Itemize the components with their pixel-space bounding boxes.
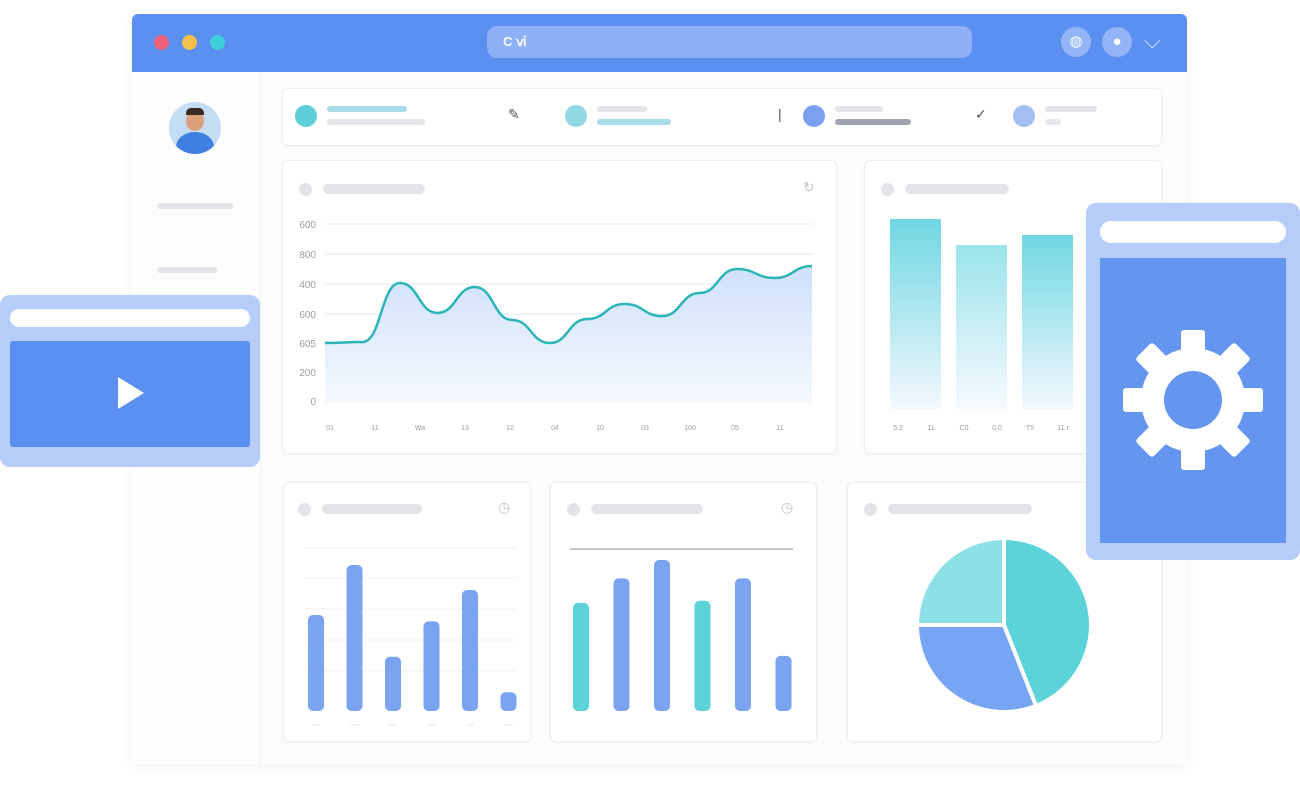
- sidebar-item[interactable]: [157, 203, 233, 209]
- card-title: [888, 504, 1032, 514]
- bar: [500, 692, 517, 711]
- bell-icon[interactable]: [803, 105, 825, 127]
- x-tick-label: 01: [326, 425, 334, 432]
- video-widget[interactable]: [0, 295, 260, 467]
- stat-label: [597, 106, 647, 112]
- gear-icon[interactable]: [1123, 330, 1263, 470]
- bar: [462, 590, 478, 711]
- y-tick-label: 600: [299, 310, 316, 321]
- gear-tooth: [1237, 388, 1263, 412]
- bar: [735, 578, 751, 711]
- address-bar[interactable]: C ⅵ: [487, 26, 972, 58]
- y-tick-label: 600: [299, 220, 316, 231]
- compass-icon[interactable]: [1013, 105, 1035, 127]
- card-title: [905, 184, 1009, 194]
- x-tick-label: C0: [960, 425, 969, 432]
- settings-widget[interactable]: [1086, 203, 1300, 560]
- close-dot[interactable]: [154, 35, 169, 50]
- x-tick-label: 11: [371, 425, 378, 432]
- bar: [385, 656, 401, 711]
- avatar[interactable]: [169, 102, 221, 154]
- pie-slice: [1002, 535, 1093, 709]
- gear-tooth: [1216, 423, 1250, 457]
- gear-tooth: [1181, 330, 1205, 356]
- bar: [613, 578, 630, 711]
- stat-action[interactable]: ✎: [508, 106, 520, 122]
- x-tick-label: 5.2: [893, 425, 903, 432]
- x-tick-label: 11.t: [1057, 425, 1068, 432]
- y-tick-label: 605: [299, 339, 316, 350]
- chart-icon[interactable]: [565, 105, 587, 127]
- location-icon[interactable]: ●: [1102, 27, 1132, 57]
- play-icon[interactable]: [118, 377, 144, 409]
- y-tick-label: 800: [299, 250, 316, 261]
- bar: [1022, 235, 1073, 409]
- gear-tooth: [1136, 343, 1170, 377]
- bar-chart-card-2: ◷: [283, 482, 531, 742]
- stats-bar: ✎ | ✓: [282, 88, 1162, 146]
- bar: [423, 621, 440, 711]
- pie-slice: [914, 623, 1039, 714]
- gear-tooth: [1216, 343, 1250, 377]
- gear-tooth: [1181, 444, 1205, 470]
- x-tick-label: 10: [596, 425, 604, 432]
- stat-action[interactable]: |: [778, 106, 782, 122]
- y-tick-label: 400: [299, 280, 316, 291]
- stat-value: [1045, 119, 1061, 125]
- bar: [890, 219, 941, 409]
- bar: [308, 615, 324, 711]
- bar-chart-card-3: ◷: [550, 482, 817, 742]
- x-tick-label: 13: [461, 425, 469, 432]
- bar: [346, 565, 363, 711]
- minimize-dot[interactable]: [182, 35, 197, 50]
- bar: [775, 655, 792, 711]
- bar: [956, 245, 1007, 409]
- stat-value: [597, 119, 671, 125]
- x-tick-label: 12: [506, 425, 514, 432]
- bar: [573, 602, 589, 711]
- timer-icon[interactable]: ◷: [781, 499, 794, 515]
- y-tick-label: 0: [310, 397, 316, 408]
- bar: [694, 600, 711, 711]
- address-text: C ⅵ: [503, 34, 527, 49]
- line-series: [324, 264, 813, 345]
- line-area: [325, 266, 812, 401]
- x-tick-label: Wa: [415, 425, 425, 432]
- sidebar-item[interactable]: [157, 267, 217, 273]
- card-title: [323, 184, 425, 194]
- x-tick-label: 04: [551, 425, 559, 432]
- y-tick-label: 200: [299, 368, 316, 379]
- card-title: [322, 504, 422, 514]
- timer-icon[interactable]: ◷: [498, 499, 511, 515]
- stat-value: [835, 119, 911, 125]
- stat-label: [1045, 106, 1097, 112]
- x-tick-label: T5: [1026, 425, 1034, 432]
- stat-label: [327, 106, 407, 112]
- x-tick-label: 0.0: [992, 425, 1002, 432]
- x-tick-label: 100: [684, 425, 696, 432]
- stat-label: [835, 106, 883, 112]
- refresh-icon[interactable]: ↻: [803, 179, 815, 195]
- gear-tooth: [1123, 388, 1149, 412]
- chevron-down-icon[interactable]: ⌵: [1144, 28, 1161, 53]
- stat-value: [327, 119, 425, 125]
- user-icon[interactable]: [295, 105, 317, 127]
- x-tick-label: 05: [731, 425, 739, 432]
- x-tick-label: 03: [641, 425, 649, 432]
- gear-tooth: [1136, 423, 1170, 457]
- pie-slice: [914, 535, 1006, 627]
- x-tick-label: 11: [927, 425, 934, 432]
- globe-icon[interactable]: ◍: [1061, 27, 1091, 57]
- x-tick-label: 11: [776, 425, 783, 432]
- maximize-dot[interactable]: [210, 35, 225, 50]
- card-title: [591, 504, 703, 514]
- title-bar: C ⅵ ◍ ● ⌵: [132, 14, 1187, 72]
- bar: [654, 560, 670, 711]
- stat-action[interactable]: ✓: [975, 106, 987, 122]
